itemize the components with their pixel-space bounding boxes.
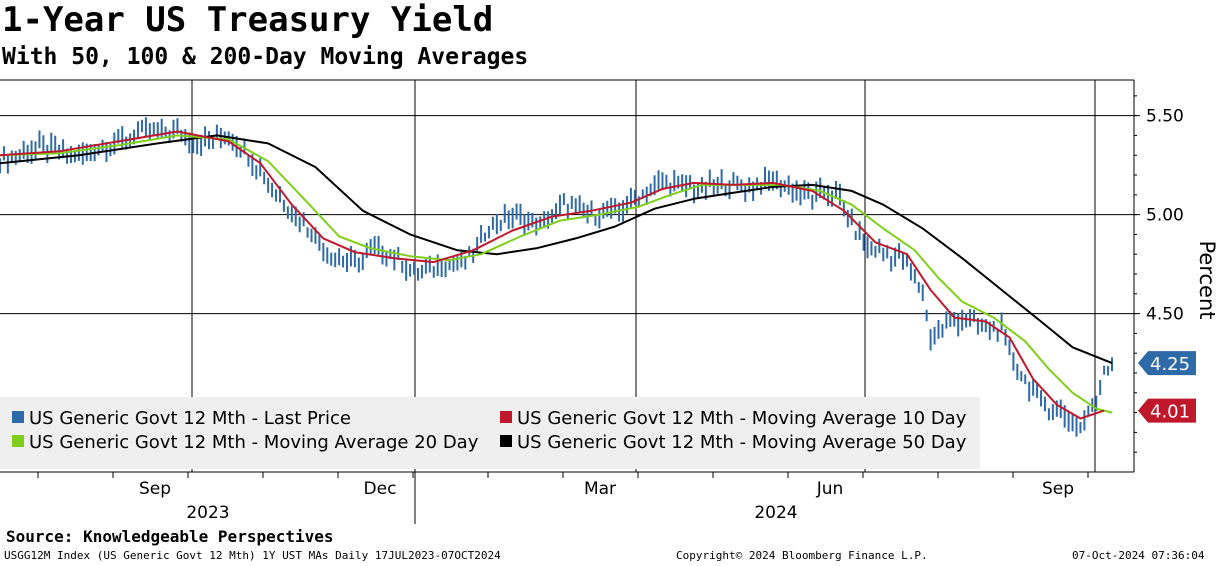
x-tick-label: Dec <box>364 479 397 499</box>
x-year-label: 2023 <box>186 503 229 523</box>
footer-copyright: Copyright© 2024 Bloomberg Finance L.P. <box>676 549 928 562</box>
series-line-ma10 <box>0 130 1105 420</box>
x-tick-label: Sep <box>1042 479 1074 499</box>
x-tick-label: Sep <box>139 479 171 499</box>
y-tick-label: 4.50 <box>1146 305 1184 325</box>
value-tag-label: 4.01 <box>1150 402 1190 423</box>
value-tags: 4.25 4.01 <box>1138 351 1196 423</box>
series-layer <box>0 117 1113 437</box>
legend-swatch <box>500 411 512 423</box>
axes: 4.50 5.00 5.50 Percent Sep Dec Mar Jun Sep 2023 20… <box>37 95 1219 524</box>
legend-background <box>0 397 980 469</box>
x-year-label: 2024 <box>754 503 797 523</box>
legend: US Generic Govt 12 Mth - Last Price US Ge… <box>0 397 980 469</box>
y-tick-label: 5.50 <box>1146 107 1184 127</box>
legend-label: US Generic Govt 12 Mth - Moving Average … <box>517 408 967 429</box>
source-note: Source: Knowledgeable Perspectives <box>6 527 334 546</box>
legend-swatch <box>12 411 24 423</box>
footer-index-info: USGG12M Index (US Generic Govt 12 Mth) 1… <box>4 549 501 562</box>
value-tag-bg <box>1138 398 1196 423</box>
series-line-ma50 <box>0 134 1113 365</box>
x-tick-label: Mar <box>584 479 616 499</box>
footer-timestamp: 07-Oct-2024 07:36:04 <box>1072 549 1205 562</box>
chart-title: 1-Year US Treasury Yield <box>2 0 494 40</box>
chart-subtitle: With 50, 100 & 200-Day Moving Averages <box>2 44 529 70</box>
value-tag-label: 4.25 <box>1150 354 1190 375</box>
legend-label: US Generic Govt 12 Mth - Moving Average … <box>517 432 967 453</box>
legend-label: US Generic Govt 12 Mth - Last Price <box>29 408 351 429</box>
series-line-ma20 <box>0 134 1113 414</box>
legend-swatch <box>500 435 512 447</box>
x-tick-label: Jun <box>816 479 844 499</box>
legend-swatch <box>12 435 24 447</box>
value-tag-bg <box>1138 351 1196 376</box>
legend-label: US Generic Govt 12 Mth - Moving Average … <box>29 432 479 453</box>
y-axis-label: Percent <box>1195 240 1219 319</box>
y-tick-label: 5.00 <box>1146 206 1184 226</box>
